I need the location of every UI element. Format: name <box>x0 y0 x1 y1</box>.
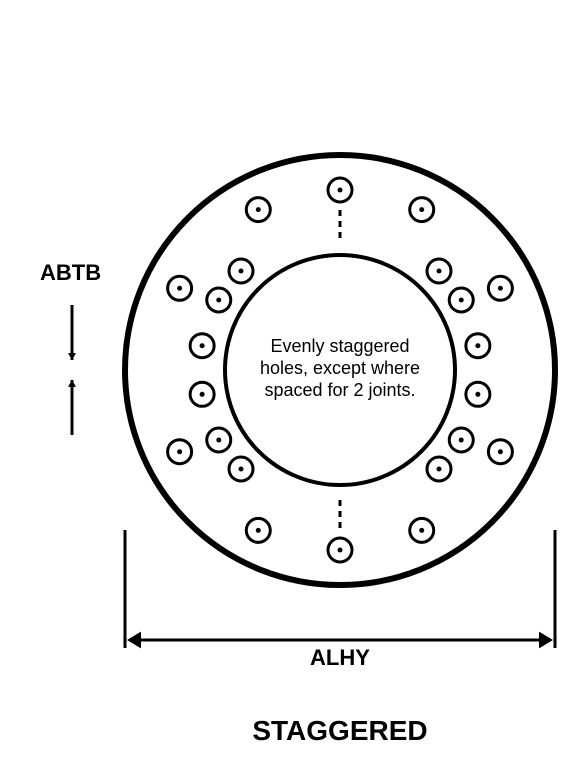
hole-dot <box>239 466 244 471</box>
abtb-label: ABTB <box>40 260 101 285</box>
abtb-arrow-bottom-head <box>68 380 76 387</box>
hole-dot <box>338 188 343 193</box>
hole-dot <box>216 298 221 303</box>
alhy-arrowhead <box>127 632 141 649</box>
hole-dot <box>475 343 480 348</box>
hole-dot <box>177 449 182 454</box>
hole-dot <box>459 298 464 303</box>
hole-dot <box>239 269 244 274</box>
hole-dot <box>338 548 343 553</box>
hole-dot <box>419 207 424 212</box>
diagram-title: STAGGERED <box>252 715 427 746</box>
center-note-line: spaced for 2 joints. <box>264 380 415 400</box>
hole-dot <box>459 438 464 443</box>
abtb-arrow-top-head <box>68 353 76 360</box>
alhy-label: ALHY <box>310 645 370 670</box>
hole-dot <box>436 466 441 471</box>
staggered-diagram: Evenly staggeredholes, except wherespace… <box>0 0 583 784</box>
hole-dot <box>475 392 480 397</box>
hole-dot <box>216 438 221 443</box>
hole-dot <box>200 343 205 348</box>
hole-dot <box>436 269 441 274</box>
hole-dot <box>498 286 503 291</box>
hole-dot <box>419 528 424 533</box>
center-note-line: holes, except where <box>260 358 420 378</box>
hole-dot <box>498 449 503 454</box>
hole-dot <box>177 286 182 291</box>
hole-dot <box>256 207 261 212</box>
center-note-line: Evenly staggered <box>270 336 409 356</box>
hole-dot <box>200 392 205 397</box>
hole-dot <box>256 528 261 533</box>
alhy-arrowhead <box>539 632 553 649</box>
